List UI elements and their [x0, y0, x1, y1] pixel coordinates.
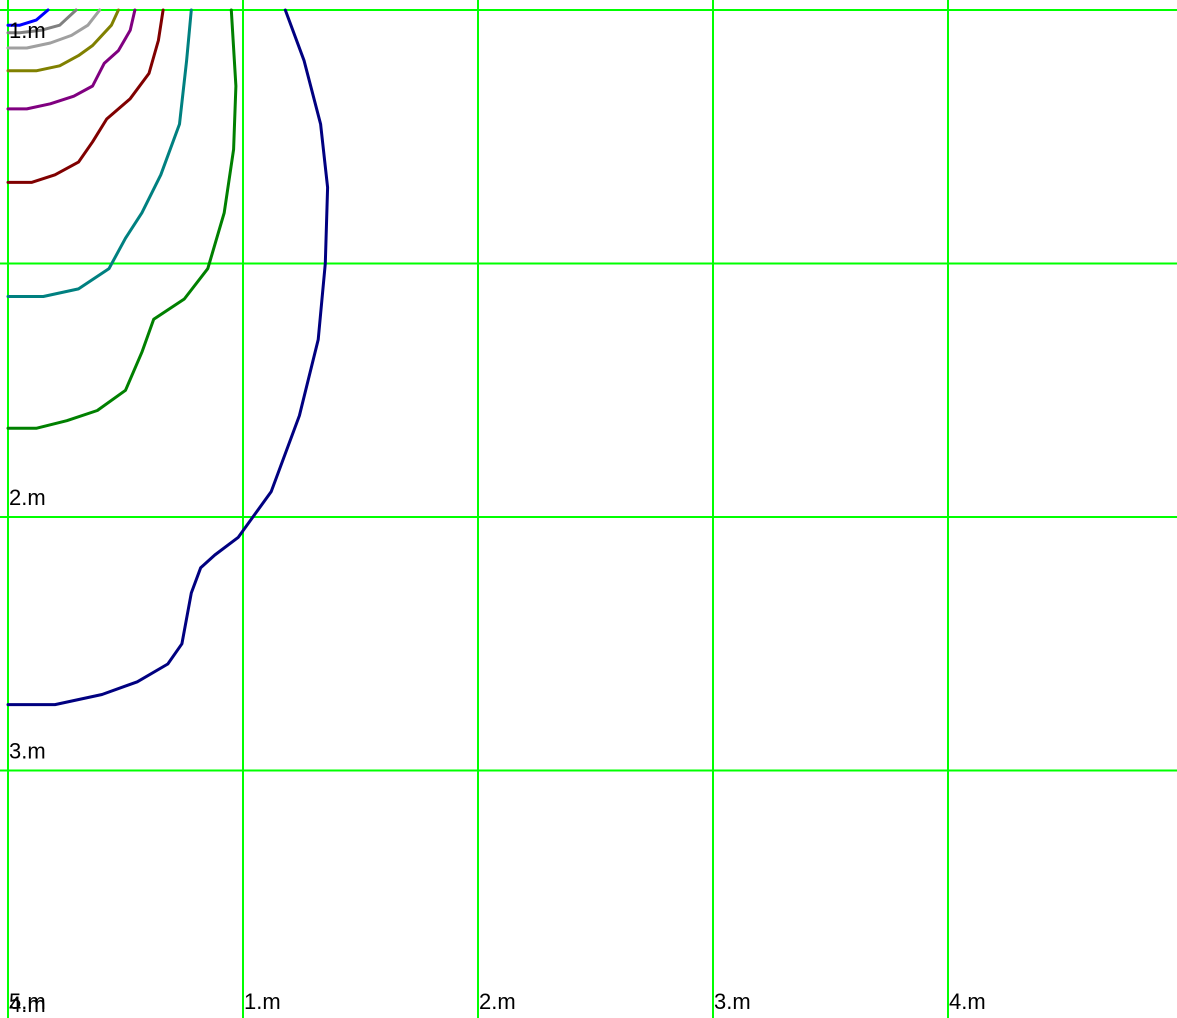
x-tick-label-2: 2.m: [479, 989, 516, 1014]
y-tick-label-3: 3.m: [9, 739, 46, 764]
contour-line-8: [6, 8, 78, 35]
x-tick-label-1: 1.m: [244, 989, 281, 1014]
x-tick-label-4: 4.m: [949, 989, 986, 1014]
contour-line-1: [6, 8, 330, 707]
contour-line-7: [6, 8, 102, 50]
tick-labels: 1.m2.m3.m4.m5.m 1.m 2.m 3.m 4.m: [9, 18, 986, 1017]
contour-line-9: [6, 8, 50, 27]
contour-line-6: [6, 8, 120, 73]
y-tick-label-5: 5.m: [9, 989, 46, 1014]
contour-line-2: [6, 8, 238, 430]
contour-series: [6, 8, 330, 707]
y-tick-label-2: 2.m: [9, 485, 46, 510]
x-tick-label-3: 3.m: [714, 989, 751, 1014]
y-tick-label-1: 1.m: [9, 18, 46, 43]
contour-line-3: [6, 8, 193, 298]
contour-line-4: [6, 8, 165, 184]
contour-line-5: [6, 8, 137, 111]
y-tick-label-4: 4.m: [9, 992, 46, 1017]
